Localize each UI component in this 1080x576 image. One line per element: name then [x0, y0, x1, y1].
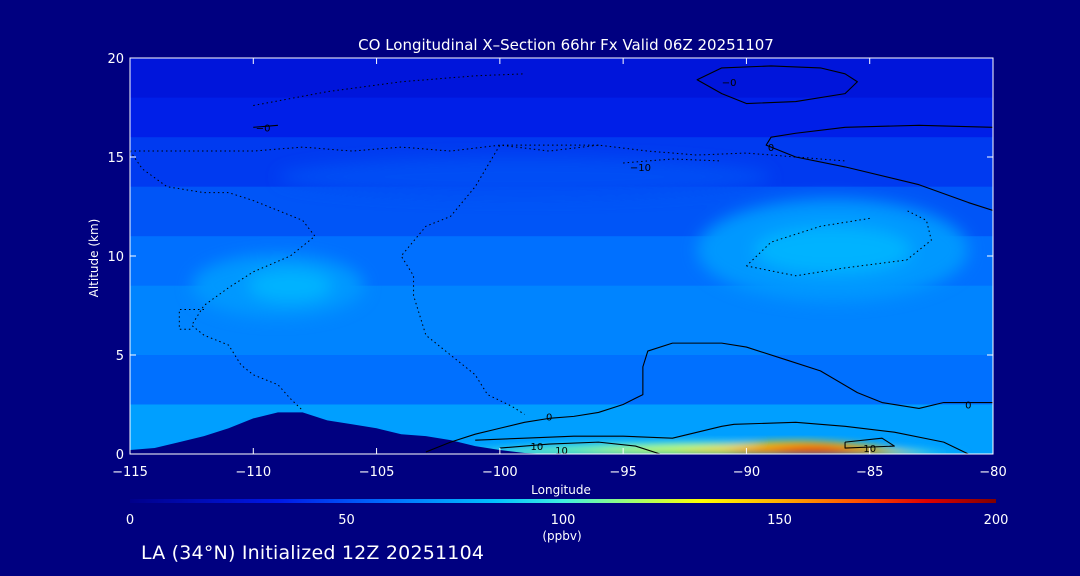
- negative-contour: [746, 210, 932, 277]
- x-tick-label: −110: [235, 465, 271, 480]
- y-tick-label: 15: [107, 151, 124, 166]
- x-tick-label: −100: [482, 465, 518, 480]
- contour-label: −0: [722, 78, 737, 89]
- contour-label: 10: [530, 442, 543, 453]
- positive-contour: [253, 124, 278, 128]
- positive-contour: [765, 124, 993, 211]
- contour-label: 0: [546, 412, 552, 423]
- terrain-mask: [130, 412, 993, 454]
- x-axis-label: Longitude: [531, 483, 591, 497]
- negative-contour: [623, 158, 722, 164]
- y-axis-label: Altitude (km): [87, 219, 101, 298]
- contour-label: −10: [630, 163, 651, 174]
- colorbar-tick-label: 0: [126, 513, 134, 528]
- y-tick-label: 10: [107, 250, 124, 265]
- contour-label: −0: [256, 123, 271, 134]
- contour-lines: [130, 65, 993, 454]
- co-band: [130, 355, 993, 405]
- y-tick-label: 0: [116, 448, 124, 463]
- x-tick-label: −95: [609, 465, 636, 480]
- x-tick-label: −105: [359, 465, 395, 480]
- colorbar-gradient: [130, 499, 996, 503]
- co-high-regions: [191, 157, 969, 318]
- y-axis: 0 5 10 15 20: [107, 52, 993, 463]
- x-tick-label: −115: [112, 465, 148, 480]
- chart-title: CO Longitudinal X–Section 66hr Fx Valid …: [358, 36, 774, 54]
- colorbar-tick-label: 200: [984, 513, 1009, 528]
- y-tick-label: 20: [107, 52, 124, 67]
- x-tick-label: −80: [979, 465, 1006, 480]
- contour-label: 10: [555, 446, 568, 457]
- positive-contour: [844, 437, 895, 449]
- x-axis: −115 −110 −105 −100 −95 −90 −85 −80: [112, 58, 1007, 480]
- colorbar-tick-label: 50: [338, 513, 355, 528]
- initialization-caption: LA (34°N) Initialized 12Z 20251104: [141, 542, 485, 564]
- co-high-region: [753, 226, 912, 274]
- x-tick-label: −85: [856, 465, 883, 480]
- positive-contour: [696, 65, 858, 105]
- co-high-region: [277, 157, 772, 197]
- positive-contour: [499, 441, 661, 454]
- contour-label: 0: [965, 401, 971, 412]
- colorbar-tick-label: 150: [767, 513, 792, 528]
- colorbar-units: (ppbv): [542, 529, 581, 543]
- colorbar: 0 50 100 150 200 (ppbv): [126, 499, 1009, 543]
- boundary-layer-plume: [425, 441, 969, 454]
- co-plume-layer: [771, 447, 858, 454]
- negative-contour: [253, 73, 525, 107]
- colorbar-ticks: 0 50 100 150 200: [126, 513, 1009, 528]
- co-band: [130, 58, 993, 99]
- positive-contour: [475, 421, 969, 454]
- y-tick-label: 5: [116, 349, 124, 364]
- negative-contour: [178, 308, 204, 330]
- negative-contour: [130, 144, 846, 162]
- co-high-region: [248, 269, 333, 302]
- contour-label: 0: [768, 143, 774, 154]
- co-band: [130, 97, 993, 138]
- colorbar-tick-label: 100: [551, 513, 576, 528]
- x-tick-label: −90: [733, 465, 760, 480]
- positive-contour: [425, 342, 993, 453]
- negative-contour: [400, 144, 599, 415]
